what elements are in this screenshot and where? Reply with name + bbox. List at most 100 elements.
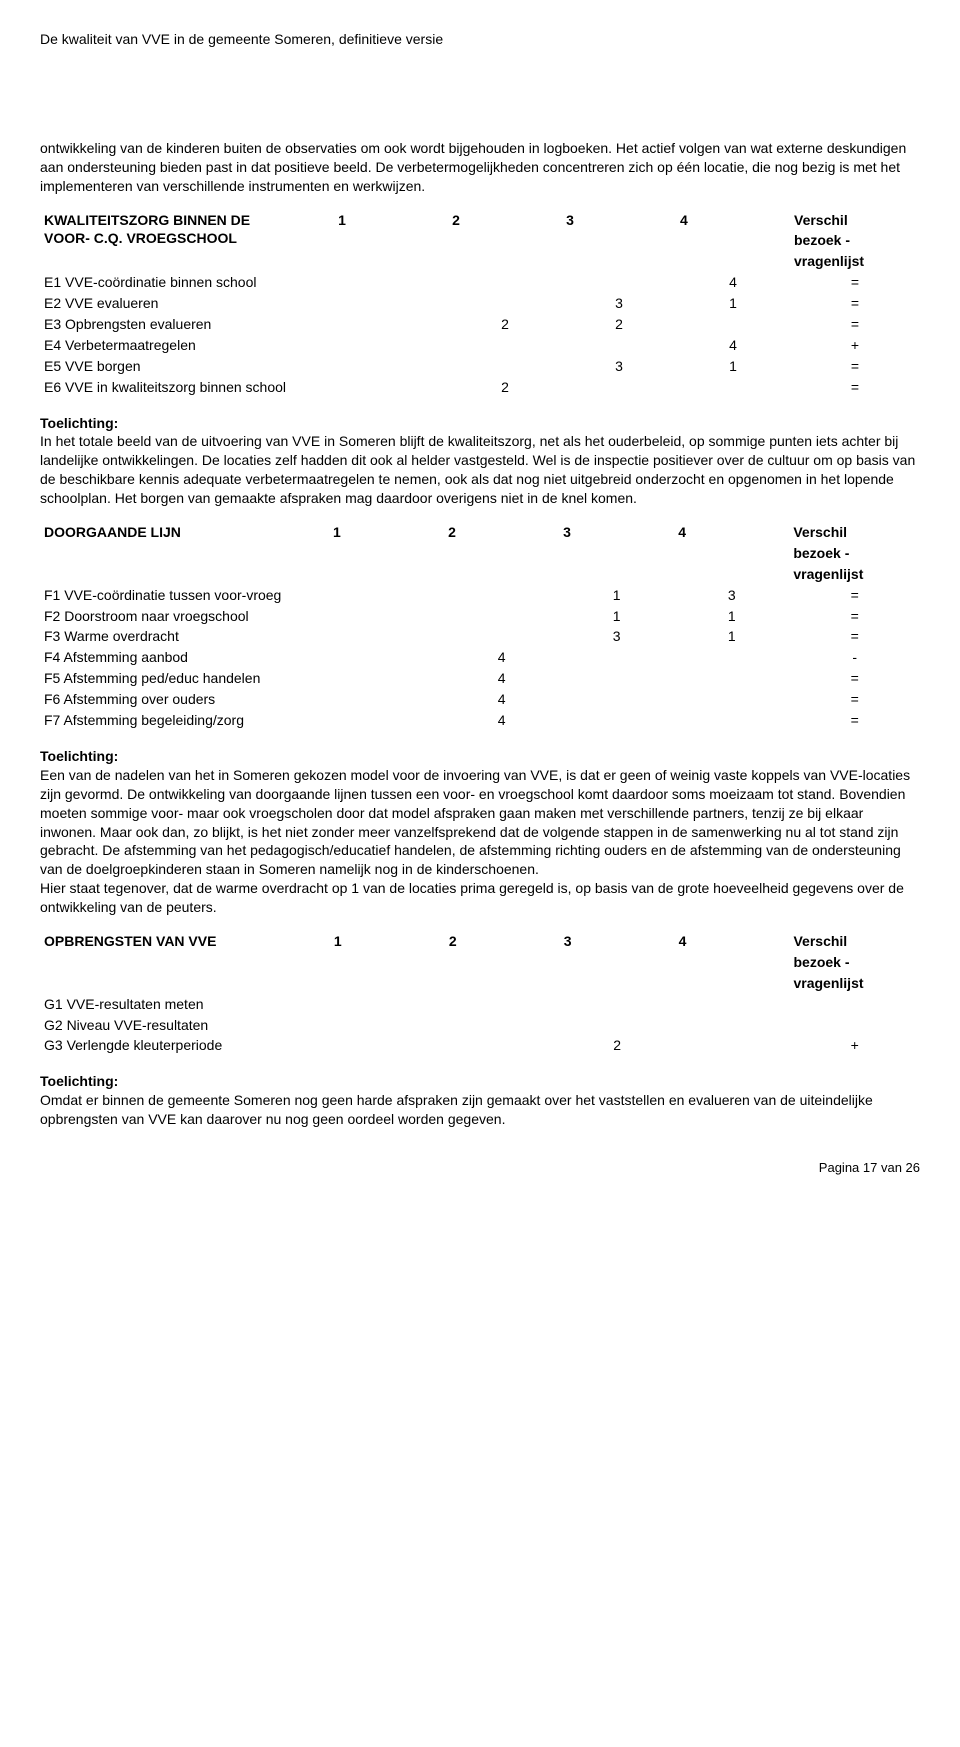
col-2: 2 [444, 522, 559, 543]
cell: 1 [559, 585, 674, 606]
diff-cell: = [790, 314, 920, 335]
cell: 3 [562, 293, 676, 314]
table-row: F3 Warme overdracht31= [40, 626, 920, 647]
cell [445, 1035, 560, 1056]
cell [329, 710, 444, 731]
cell [562, 377, 676, 398]
cell [329, 585, 444, 606]
cell: 3 [562, 356, 676, 377]
diff-cell: = [789, 585, 920, 606]
col-diff-3: vragenlijst [789, 973, 920, 994]
row-label: G1 VVE-resultaten meten [40, 994, 330, 1015]
table-row: E6 VVE in kwaliteitszorg binnen school2= [40, 377, 920, 398]
col-diff-1: Verschil [789, 522, 920, 543]
table-kwaliteitszorg: KWALITEITSZORG BINNEN DE VOOR- C.Q. VROE… [40, 210, 920, 398]
cell: 4 [444, 710, 559, 731]
cell [448, 272, 562, 293]
cell [675, 1015, 790, 1036]
row-label: E2 VVE evalueren [40, 293, 334, 314]
cell [559, 647, 674, 668]
cell: 1 [676, 293, 790, 314]
cell: 1 [676, 356, 790, 377]
row-label: E3 Opbrengsten evalueren [40, 314, 334, 335]
col-4: 4 [674, 522, 789, 543]
diff-cell: = [790, 293, 920, 314]
table1-title-line2: VOOR- C.Q. VROEGSCHOOL [44, 230, 237, 246]
row-label: E5 VVE borgen [40, 356, 334, 377]
cell: 1 [674, 626, 789, 647]
cell [329, 606, 444, 627]
cell: 2 [560, 1035, 675, 1056]
cell: 4 [444, 668, 559, 689]
diff-cell: + [790, 335, 920, 356]
col-3: 3 [559, 522, 674, 543]
col-3: 3 [560, 931, 675, 952]
cell [329, 626, 444, 647]
cell [445, 994, 560, 1015]
diff-cell: = [789, 689, 920, 710]
table-row: F6 Afstemming over ouders 4 = [40, 689, 920, 710]
row-label: F5 Afstemming ped/educ handelen [40, 668, 329, 689]
table3-title: OPBRENGSTEN VAN VVE [40, 931, 330, 994]
diff-cell: = [789, 668, 920, 689]
cell: 2 [448, 314, 562, 335]
cell [334, 356, 448, 377]
toelichting-2-text-b: Hier staat tegenover, dat de warme overd… [40, 880, 904, 915]
toelichting-2-text-a: Een van de nadelen van het in Someren ge… [40, 767, 910, 877]
cell: 2 [562, 314, 676, 335]
toelichting-3-label: Toelichting: [40, 1073, 118, 1089]
cell [675, 994, 790, 1015]
col-diff-2: bezoek - [789, 543, 920, 564]
cell [559, 710, 674, 731]
table-row: E2 VVE evalueren 31= [40, 293, 920, 314]
table-row: G1 VVE-resultaten meten [40, 994, 920, 1015]
col-diff-3: vragenlijst [790, 251, 920, 272]
toelichting-1-text: In het totale beeld van de uitvoering va… [40, 433, 915, 506]
cell [676, 314, 790, 335]
cell [562, 272, 676, 293]
cell: 4 [676, 272, 790, 293]
table-row: F7 Afstemming begeleiding/zorg4= [40, 710, 920, 731]
cell [448, 356, 562, 377]
cell [334, 377, 448, 398]
cell: 4 [444, 647, 559, 668]
diff-cell: = [790, 377, 920, 398]
table-row: F5 Afstemming ped/educ handelen 4 = [40, 668, 920, 689]
cell [448, 293, 562, 314]
intro-paragraph: ontwikkeling van de kinderen buiten de o… [40, 139, 920, 196]
cell [330, 994, 445, 1015]
cell [334, 335, 448, 356]
diff-cell [789, 994, 920, 1015]
cell: 3 [559, 626, 674, 647]
cell [444, 606, 559, 627]
table-row: E4 Verbetermaatregelen 4+ [40, 335, 920, 356]
col-diff-1: Verschil [789, 931, 920, 952]
cell: 1 [559, 606, 674, 627]
cell [674, 710, 789, 731]
row-label: E4 Verbetermaatregelen [40, 335, 334, 356]
col-3: 3 [562, 210, 676, 231]
row-label: G2 Niveau VVE-resultaten [40, 1015, 330, 1036]
table-row: E1 VVE-coördinatie binnen school4= [40, 272, 920, 293]
col-2: 2 [445, 931, 560, 952]
row-label: F1 VVE-coördinatie tussen voor-vroeg [40, 585, 329, 606]
cell [334, 314, 448, 335]
cell [448, 335, 562, 356]
table-row: E3 Opbrengsten evalueren 22 = [40, 314, 920, 335]
row-label: E6 VVE in kwaliteitszorg binnen school [40, 377, 334, 398]
row-label: G3 Verlengde kleuterperiode [40, 1035, 330, 1056]
table-row: F1 VVE-coördinatie tussen voor-vroeg13= [40, 585, 920, 606]
col-diff-2: bezoek - [789, 952, 920, 973]
col-1: 1 [334, 210, 448, 231]
col-4: 4 [676, 210, 790, 231]
row-label: F6 Afstemming over ouders [40, 689, 329, 710]
cell: 4 [676, 335, 790, 356]
cell [562, 335, 676, 356]
row-label: F3 Warme overdracht [40, 626, 329, 647]
cell [559, 689, 674, 710]
row-label: F4 Afstemming aanbod [40, 647, 329, 668]
cell [560, 994, 675, 1015]
cell: 4 [444, 689, 559, 710]
toelichting-3: Toelichting: Omdat er binnen de gemeente… [40, 1072, 920, 1129]
diff-cell: + [789, 1035, 920, 1056]
